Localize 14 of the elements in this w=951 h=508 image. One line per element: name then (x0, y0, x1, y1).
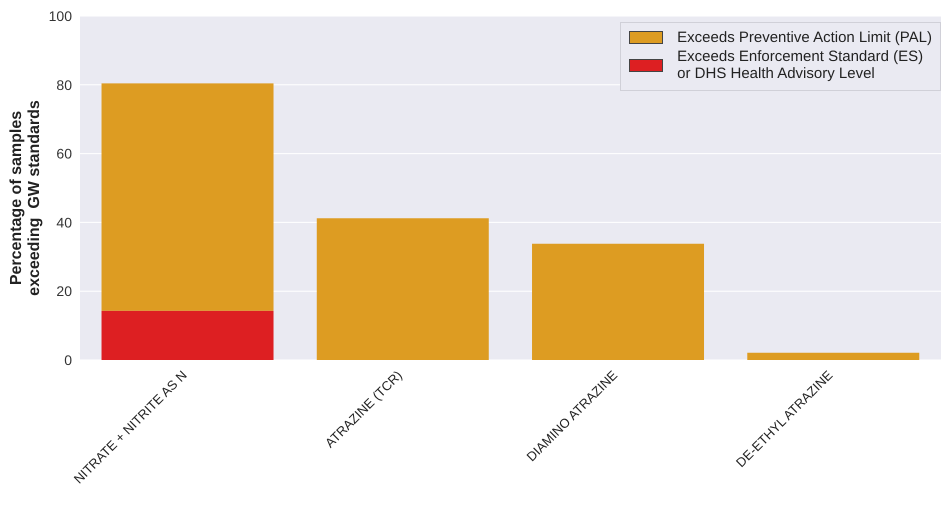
legend-label: Exceeds Preventive Action Limit (PAL) (677, 29, 932, 46)
y-tick-label: 60 (56, 146, 72, 162)
y-axis-title: Percentage of samples exceeding GW standards (8, 99, 44, 298)
y-tick-label: 20 (56, 283, 72, 300)
y-tick-label: 0 (64, 352, 72, 368)
bar (102, 83, 274, 311)
y-tick-label: 100 (48, 8, 72, 24)
bar (747, 352, 920, 360)
bar (532, 244, 704, 360)
bar (316, 218, 489, 360)
y-tick-label: 80 (56, 76, 72, 93)
legend-label: Exceeds Enforcement Standard (ES) or DHS Health Advisory Level (677, 48, 924, 82)
y-tick-label: 40 (56, 214, 72, 230)
bar (102, 310, 274, 360)
